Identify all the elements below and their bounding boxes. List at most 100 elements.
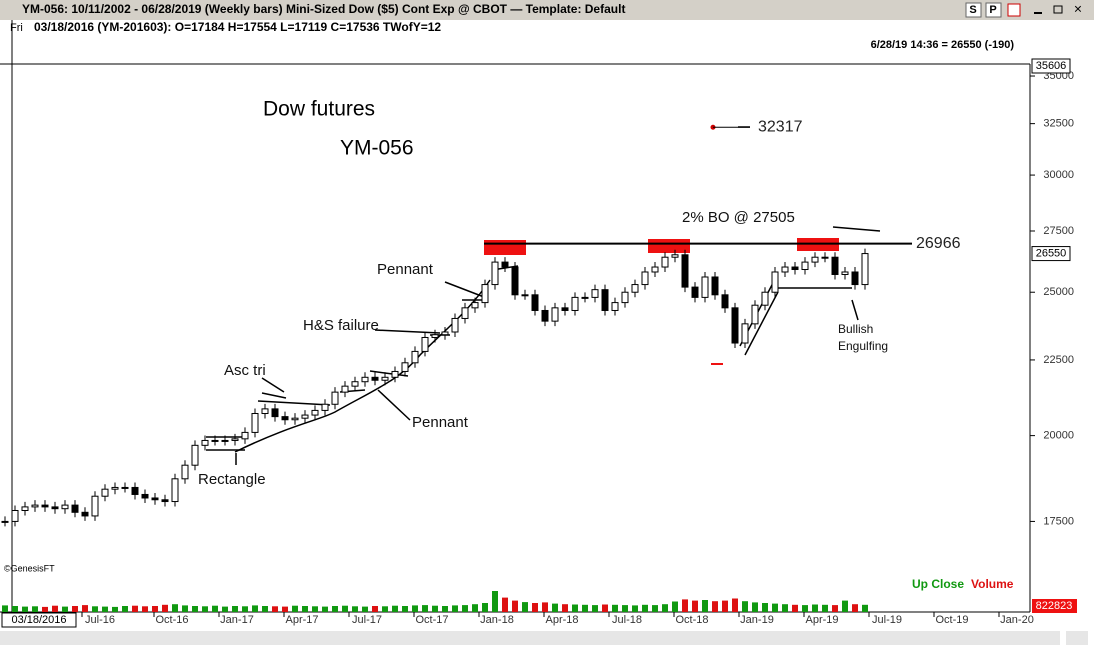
annotation: H&S failure bbox=[303, 317, 379, 334]
price-tag bbox=[1031, 58, 1071, 74]
volume-bar bbox=[382, 606, 388, 612]
candle bbox=[361, 376, 369, 383]
volume-bar bbox=[32, 606, 38, 612]
scroll-button[interactable] bbox=[1066, 631, 1088, 645]
button-label[interactable]: P bbox=[989, 4, 996, 16]
candle bbox=[751, 304, 759, 325]
candle bbox=[121, 486, 129, 489]
subheader: 03/18/2016 (YM-201603): O=17184 H=17554 … bbox=[34, 20, 441, 34]
volume-bar bbox=[812, 604, 818, 612]
volume-bar bbox=[2, 605, 8, 612]
volume-bar bbox=[182, 605, 188, 612]
volume-bar bbox=[152, 606, 158, 612]
candle bbox=[261, 408, 269, 415]
volume-bar bbox=[832, 605, 838, 612]
volume-bar bbox=[712, 601, 718, 612]
candle bbox=[801, 261, 809, 271]
title-bar bbox=[0, 0, 1094, 20]
candle bbox=[21, 506, 29, 511]
window-button[interactable] bbox=[1007, 3, 1021, 17]
volume-bar bbox=[592, 605, 598, 612]
volume-bar bbox=[72, 606, 78, 612]
volume-bar bbox=[202, 606, 208, 612]
volume-bar bbox=[22, 606, 28, 612]
volume-bar bbox=[782, 604, 788, 612]
button[interactable] bbox=[965, 2, 982, 18]
volume-bar bbox=[302, 606, 308, 612]
volume-bar bbox=[402, 606, 408, 612]
x-tick-label: Oct-18 bbox=[675, 614, 708, 626]
chart-title: Dow futures bbox=[263, 98, 375, 121]
candle bbox=[311, 409, 319, 416]
date-tag bbox=[1, 612, 77, 628]
candle bbox=[601, 289, 609, 311]
legend-item: Up Close bbox=[912, 577, 964, 591]
volume-bar bbox=[222, 606, 228, 612]
volume-bar bbox=[242, 606, 248, 612]
close[interactable]: × bbox=[1074, 1, 1082, 17]
annotation: Engulfing bbox=[838, 339, 888, 353]
volume-bar bbox=[632, 605, 638, 612]
x-tick-label: Jul-16 bbox=[85, 614, 115, 626]
candle bbox=[831, 256, 839, 275]
button[interactable] bbox=[985, 2, 1002, 18]
candle bbox=[721, 294, 729, 309]
volume-bar bbox=[42, 606, 48, 612]
y-tick-label: 32500 bbox=[1043, 118, 1074, 130]
legend-item: Volume bbox=[971, 577, 1014, 591]
annotation: Pennant bbox=[377, 261, 434, 278]
subheader-day: Fri bbox=[10, 22, 23, 34]
candle bbox=[291, 417, 299, 421]
volume-bar bbox=[292, 605, 298, 612]
price-tag bbox=[1031, 246, 1071, 262]
restore[interactable] bbox=[1053, 5, 1063, 14]
candle bbox=[481, 284, 489, 304]
volume-bar bbox=[672, 601, 678, 612]
candle bbox=[171, 478, 179, 503]
button-label[interactable]: S bbox=[969, 4, 976, 16]
highlight-boxes bbox=[484, 238, 839, 365]
candle bbox=[161, 499, 169, 503]
candle bbox=[101, 488, 109, 497]
volume-bar bbox=[652, 605, 658, 612]
candle bbox=[701, 276, 709, 298]
volume-bar bbox=[462, 605, 468, 612]
candle bbox=[591, 289, 599, 298]
volume-bar bbox=[92, 606, 98, 612]
candle bbox=[511, 266, 519, 296]
volume-bar bbox=[322, 606, 328, 612]
candle bbox=[711, 276, 719, 296]
y-tick-label: 25000 bbox=[1043, 286, 1074, 298]
volume-bar bbox=[852, 604, 858, 612]
x-tick-label: Jan-19 bbox=[740, 614, 774, 626]
candle bbox=[741, 323, 749, 344]
volume-bar bbox=[452, 605, 458, 612]
candle bbox=[431, 334, 439, 338]
candle bbox=[211, 439, 219, 442]
level-label: 26966 bbox=[916, 235, 961, 252]
volume-bar bbox=[512, 600, 518, 612]
volume-bar bbox=[212, 605, 218, 612]
candle bbox=[71, 504, 79, 513]
candle bbox=[41, 504, 49, 508]
candle bbox=[61, 504, 69, 510]
candle bbox=[301, 414, 309, 419]
volume-bar bbox=[372, 606, 378, 612]
y-tick-label: 27500 bbox=[1043, 225, 1074, 237]
volume-bar bbox=[662, 604, 668, 612]
volume-bar bbox=[352, 606, 358, 612]
candle bbox=[11, 509, 19, 522]
volume-bar bbox=[762, 603, 768, 612]
candle bbox=[841, 271, 849, 275]
volume-bar bbox=[102, 606, 108, 612]
candle bbox=[91, 495, 99, 517]
target-label: 32317 bbox=[758, 118, 803, 135]
volume-tag-label: 822823 bbox=[1036, 600, 1073, 612]
candle bbox=[381, 376, 389, 381]
x-tick-label: Oct-19 bbox=[935, 614, 968, 626]
candle bbox=[731, 307, 739, 344]
volume-bar bbox=[282, 606, 288, 612]
scrollbar[interactable] bbox=[0, 631, 1060, 645]
volume-bar bbox=[742, 601, 748, 612]
candle bbox=[51, 506, 59, 510]
